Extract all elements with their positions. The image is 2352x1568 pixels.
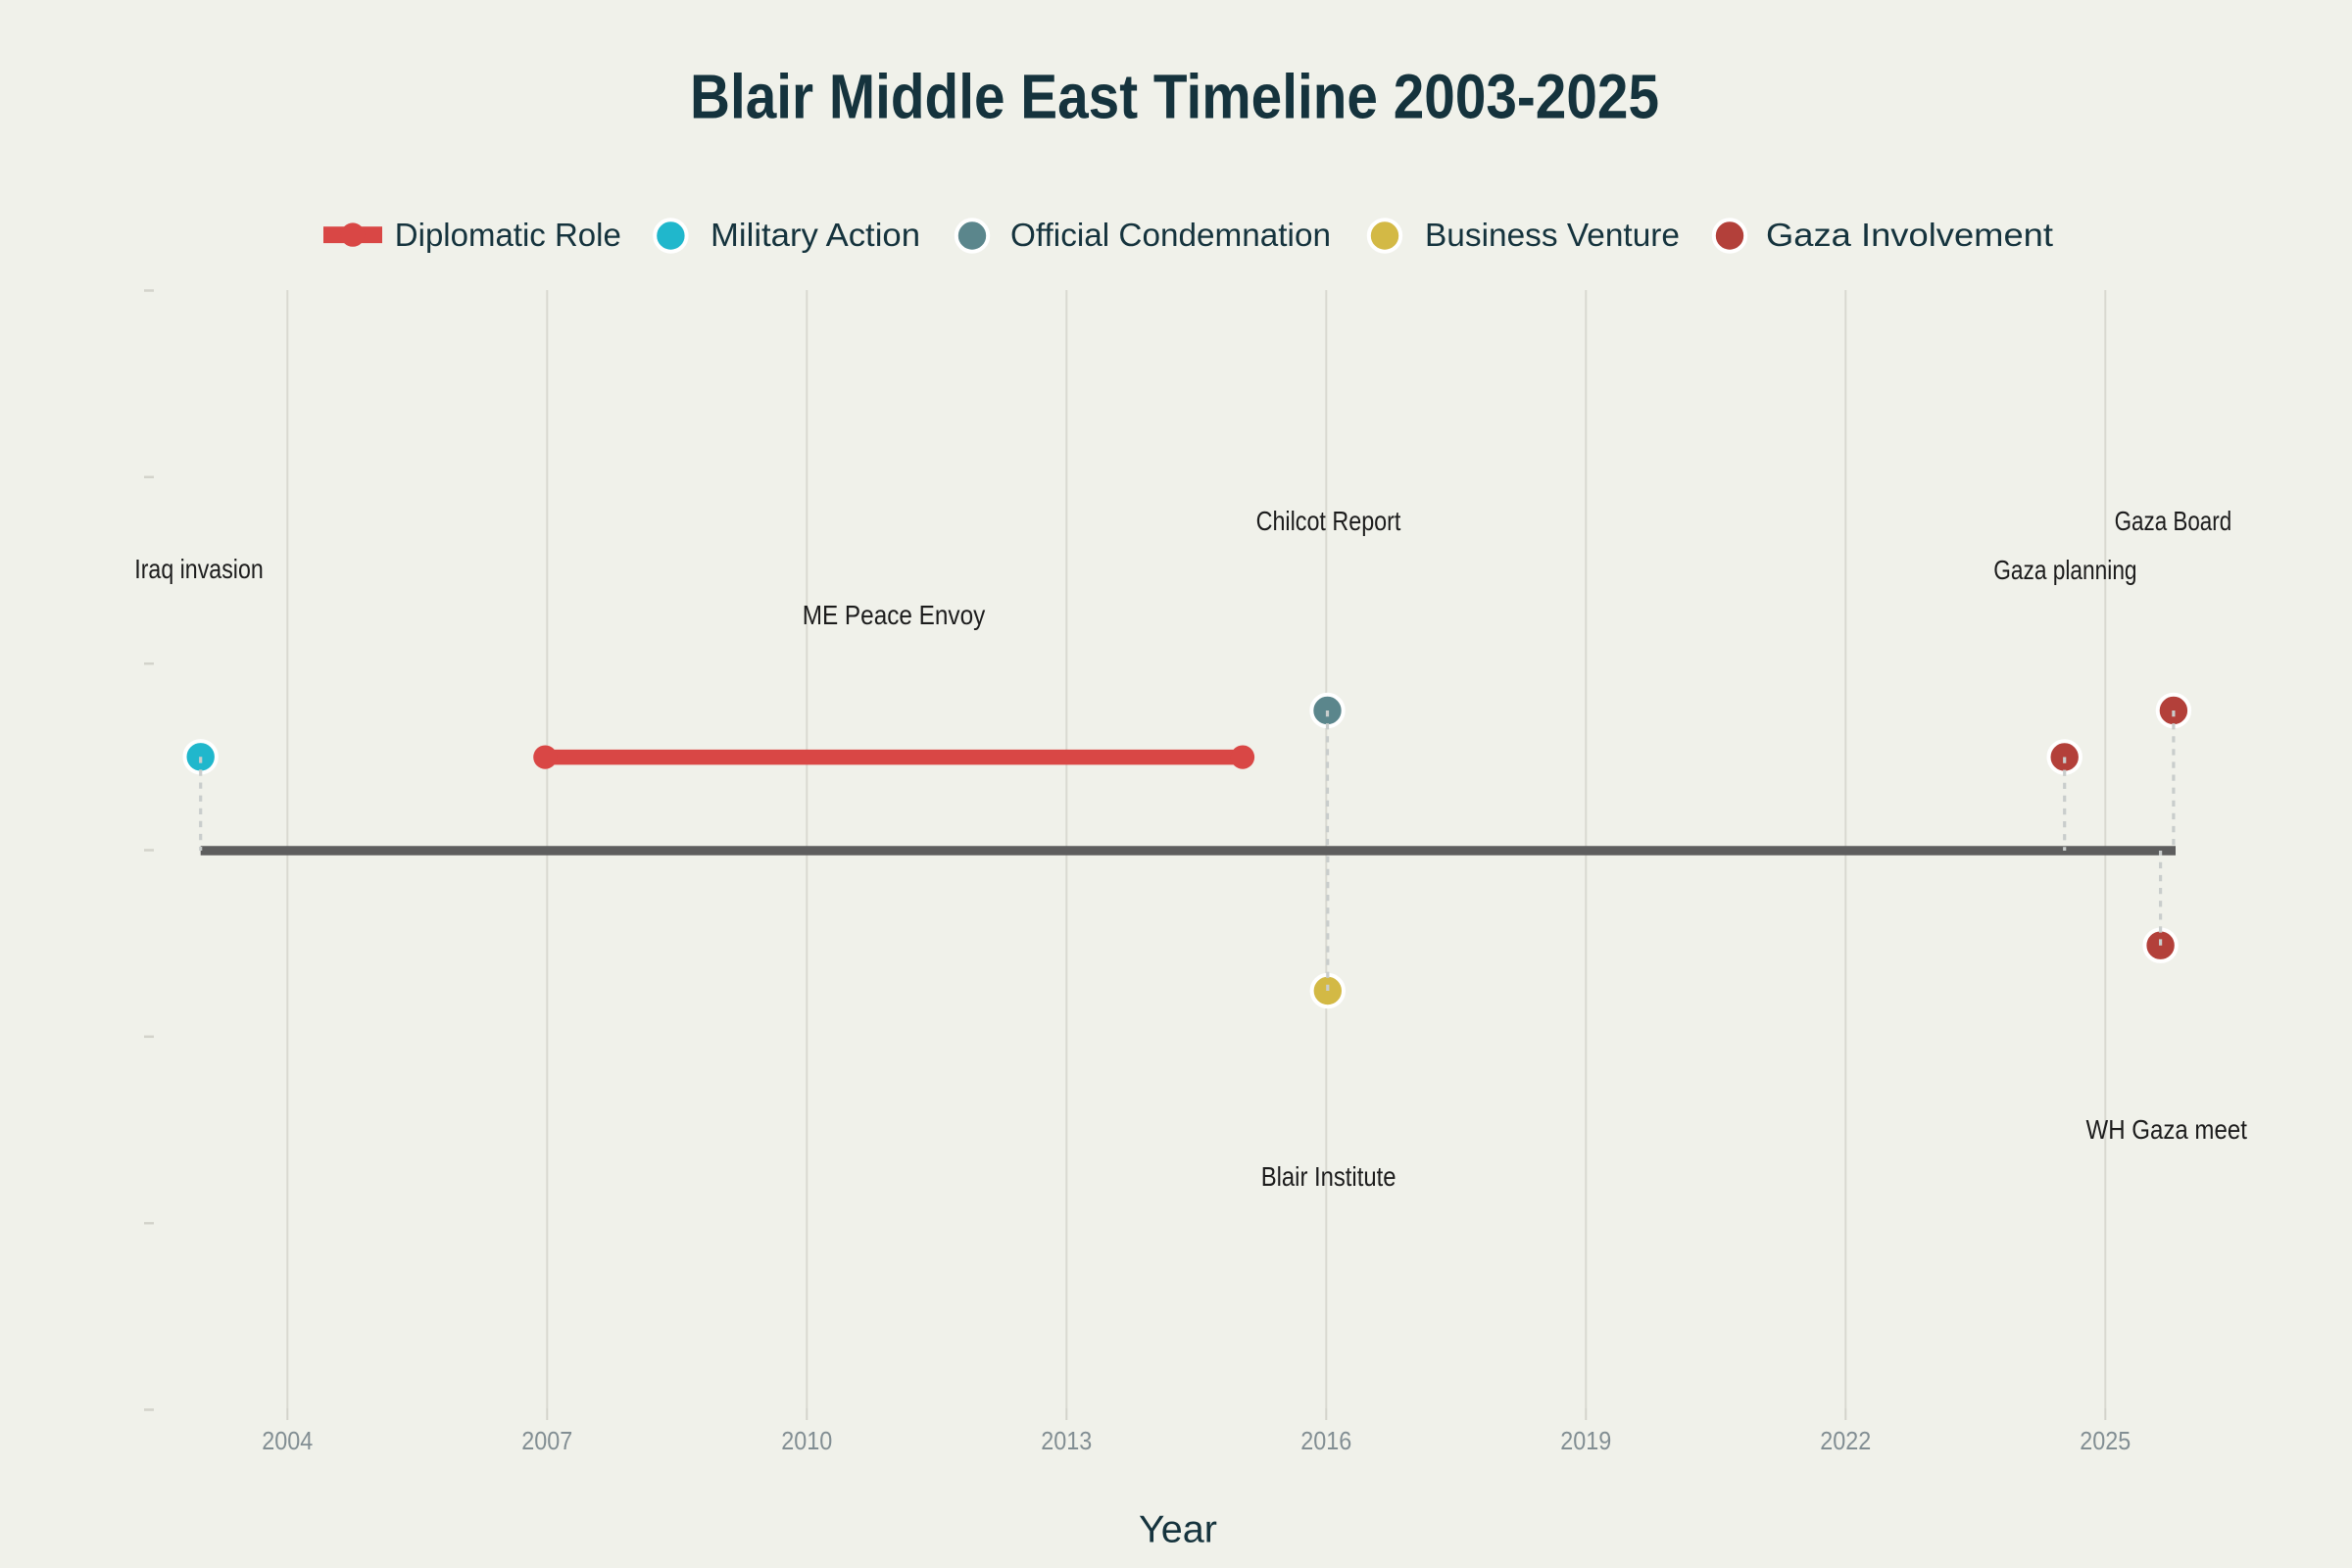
- svg-text:Blair Institute: Blair Institute: [1261, 1161, 1396, 1192]
- svg-text:Gaza planning: Gaza planning: [1993, 555, 2136, 585]
- svg-text:2004: 2004: [262, 1428, 313, 1455]
- svg-text:Official Condemnation: Official Condemnation: [1010, 217, 1331, 253]
- svg-text:2016: 2016: [1300, 1428, 1351, 1455]
- svg-text:Business Venture: Business Venture: [1425, 217, 1680, 253]
- svg-text:WH Gaza meet: WH Gaza meet: [2086, 1114, 2248, 1145]
- svg-text:Gaza Board: Gaza Board: [2115, 506, 2232, 536]
- svg-text:Blair Middle East Timeline 200: Blair Middle East Timeline 2003-2025: [690, 62, 1659, 132]
- svg-text:Diplomatic Role: Diplomatic Role: [395, 217, 621, 253]
- svg-text:Iraq invasion: Iraq invasion: [134, 554, 264, 584]
- svg-text:ME Peace Envoy: ME Peace Envoy: [803, 600, 986, 630]
- svg-text:Military Action: Military Action: [710, 217, 920, 253]
- svg-text:2010: 2010: [781, 1428, 832, 1455]
- svg-text:2022: 2022: [1820, 1428, 1871, 1455]
- svg-text:Gaza Involvement: Gaza Involvement: [1766, 217, 2053, 253]
- svg-text:Chilcot Report: Chilcot Report: [1256, 506, 1401, 536]
- svg-text:Year: Year: [1139, 1509, 1217, 1551]
- svg-text:2025: 2025: [2080, 1428, 2131, 1455]
- svg-text:2013: 2013: [1041, 1428, 1092, 1455]
- svg-text:2019: 2019: [1560, 1428, 1611, 1455]
- svg-text:2007: 2007: [521, 1428, 572, 1455]
